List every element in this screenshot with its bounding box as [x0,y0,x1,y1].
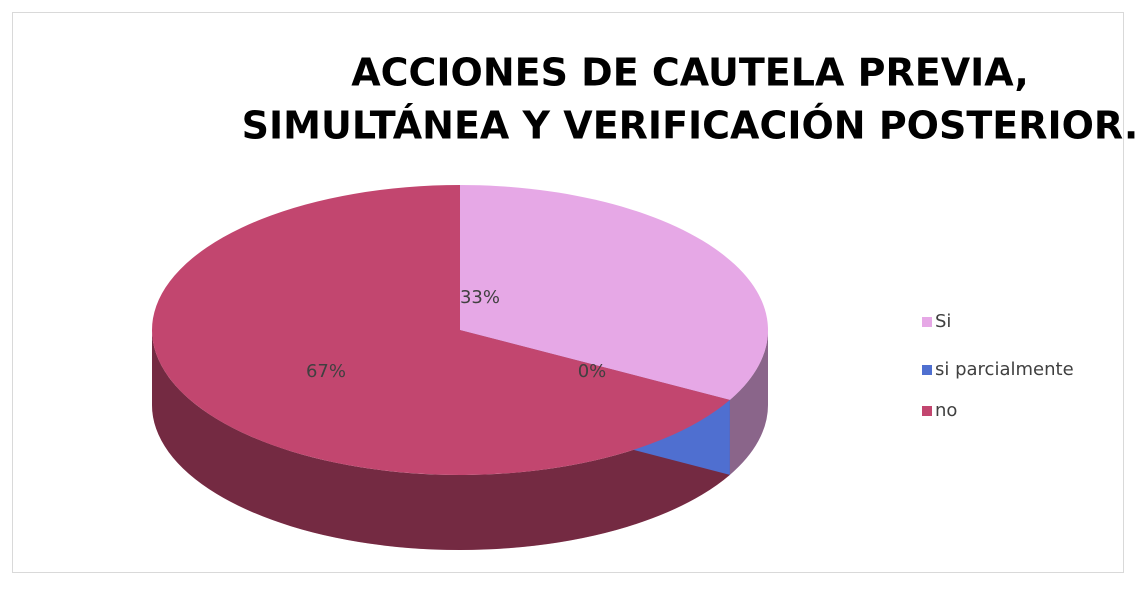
slice-side-shade [729,330,768,475]
slice [152,185,730,475]
slice-side-shade [151,330,730,551]
legend-swatch [922,317,932,327]
legend-label: si parcialmente [935,359,1074,380]
slice-side [729,330,768,475]
legend-label: no [935,400,957,421]
legend-swatch [922,406,932,416]
slice-side [151,330,730,551]
data-label: 0% [578,361,607,382]
legend-swatch [922,365,932,375]
chart-title: SIMULTÁNEA Y VERIFICACIÓN POSTERIOR. [242,104,1136,148]
chart-title: ACCIONES DE CAUTELA PREVIA, [351,51,1029,95]
legend-label: Si [935,311,951,332]
data-label: 33% [460,287,500,308]
slice [460,185,768,400]
data-label: 67% [306,361,346,382]
